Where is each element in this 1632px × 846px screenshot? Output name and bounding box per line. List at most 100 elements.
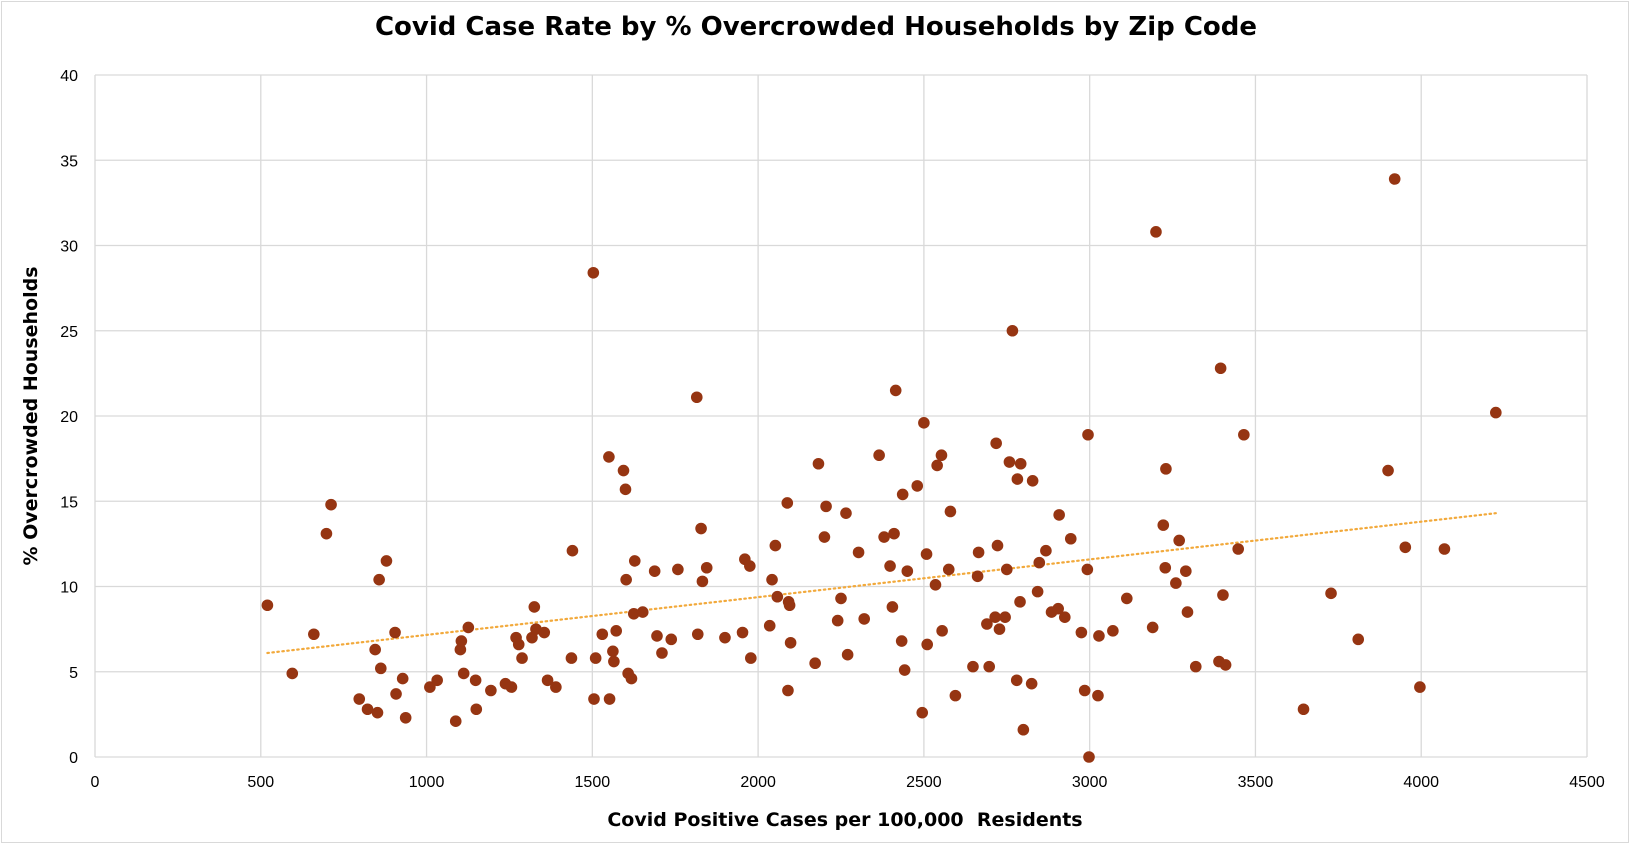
data-point: [921, 638, 934, 651]
data-point: [784, 636, 797, 649]
data-point: [589, 652, 602, 664]
data-point: [983, 660, 996, 673]
data-point: [852, 546, 865, 559]
data-point: [369, 643, 381, 656]
data-point: [695, 522, 707, 535]
data-point: [1382, 464, 1394, 477]
data-point: [528, 601, 541, 613]
data-point: [1003, 456, 1016, 468]
data-point: [462, 621, 475, 634]
data-point: [1040, 544, 1052, 557]
data-point: [353, 693, 366, 705]
data-point: [651, 630, 663, 642]
data-point: [931, 459, 943, 472]
data-point: [884, 560, 896, 572]
data-point: [918, 417, 930, 429]
data-point: [911, 480, 924, 492]
data-point: [949, 689, 962, 702]
data-point: [1180, 565, 1192, 577]
data-point: [999, 611, 1011, 623]
data-point: [1081, 563, 1094, 576]
x-tick-label: 500: [247, 774, 274, 791]
data-point: [990, 437, 1002, 450]
data-point: [665, 633, 678, 646]
data-point: [619, 483, 632, 496]
data-point: [1011, 473, 1024, 485]
data-point: [696, 575, 709, 588]
x-tick-label: 4500: [1569, 774, 1605, 791]
data-point: [380, 555, 393, 567]
data-point: [991, 539, 1004, 552]
data-point: [898, 664, 911, 676]
x-tick-label: 4000: [1403, 774, 1439, 791]
data-point: [1217, 589, 1229, 601]
data-point: [399, 711, 412, 724]
data-point: [371, 706, 384, 719]
data-point: [541, 674, 554, 687]
data-point: [1010, 674, 1023, 687]
data-point: [628, 555, 641, 567]
y-axis-ticks: 0 5 10 15 20 25 30 35 40: [60, 68, 78, 767]
data-point: [373, 573, 385, 586]
data-point: [1157, 519, 1170, 531]
x-tick-label: 2000: [740, 774, 776, 791]
data-point: [627, 607, 640, 620]
data-point: [1159, 561, 1172, 574]
data-point: [1082, 428, 1094, 441]
data-point: [457, 667, 470, 680]
data-point: [603, 693, 616, 705]
data-point: [981, 618, 993, 630]
data-point: [1232, 543, 1245, 555]
data-point: [1014, 457, 1027, 470]
data-point: [308, 628, 320, 641]
data-point: [565, 652, 578, 664]
data-point: [431, 674, 443, 687]
data-point: [485, 684, 497, 697]
data-point: [449, 715, 462, 727]
data-point: [1000, 563, 1013, 576]
data-point: [1146, 621, 1159, 634]
data-point: [993, 623, 1006, 635]
data-point: [587, 266, 600, 279]
data-point: [878, 531, 890, 543]
data-point: [820, 500, 832, 513]
data-point: [886, 601, 899, 613]
data-point: [936, 625, 948, 637]
data-point: [636, 606, 649, 618]
data-point: [620, 573, 632, 586]
data-point: [929, 578, 942, 591]
data-point: [286, 667, 299, 680]
data-point: [375, 662, 387, 675]
data-point: [1189, 660, 1202, 673]
data-point: [1121, 592, 1133, 605]
data-point: [656, 647, 668, 659]
y-tick-label: 25: [60, 324, 78, 341]
data-point: [455, 635, 468, 647]
data-point: [1238, 428, 1250, 441]
data-point: [588, 693, 600, 705]
x-tick-label: 3000: [1072, 774, 1108, 791]
data-point: [971, 570, 984, 583]
data-point: [895, 635, 908, 647]
data-point: [972, 546, 985, 559]
data-point: [320, 527, 333, 540]
data-point: [1093, 630, 1105, 642]
data-point: [771, 590, 784, 603]
data-point: [766, 573, 778, 586]
data-point: [1017, 723, 1030, 736]
data-point: [967, 660, 979, 673]
data-point: [325, 498, 337, 511]
data-point: [1170, 577, 1182, 589]
data-point: [1160, 463, 1172, 475]
data-point: [944, 505, 957, 518]
data-point: [261, 599, 274, 612]
data-point: [1414, 681, 1426, 693]
data-point: [512, 638, 525, 651]
data-point: [916, 706, 929, 719]
data-point: [607, 645, 619, 658]
data-point: [603, 451, 615, 463]
data-point: [1490, 406, 1502, 419]
data-point: [1150, 226, 1162, 238]
data-point: [888, 527, 900, 540]
data-point: [1214, 362, 1227, 375]
